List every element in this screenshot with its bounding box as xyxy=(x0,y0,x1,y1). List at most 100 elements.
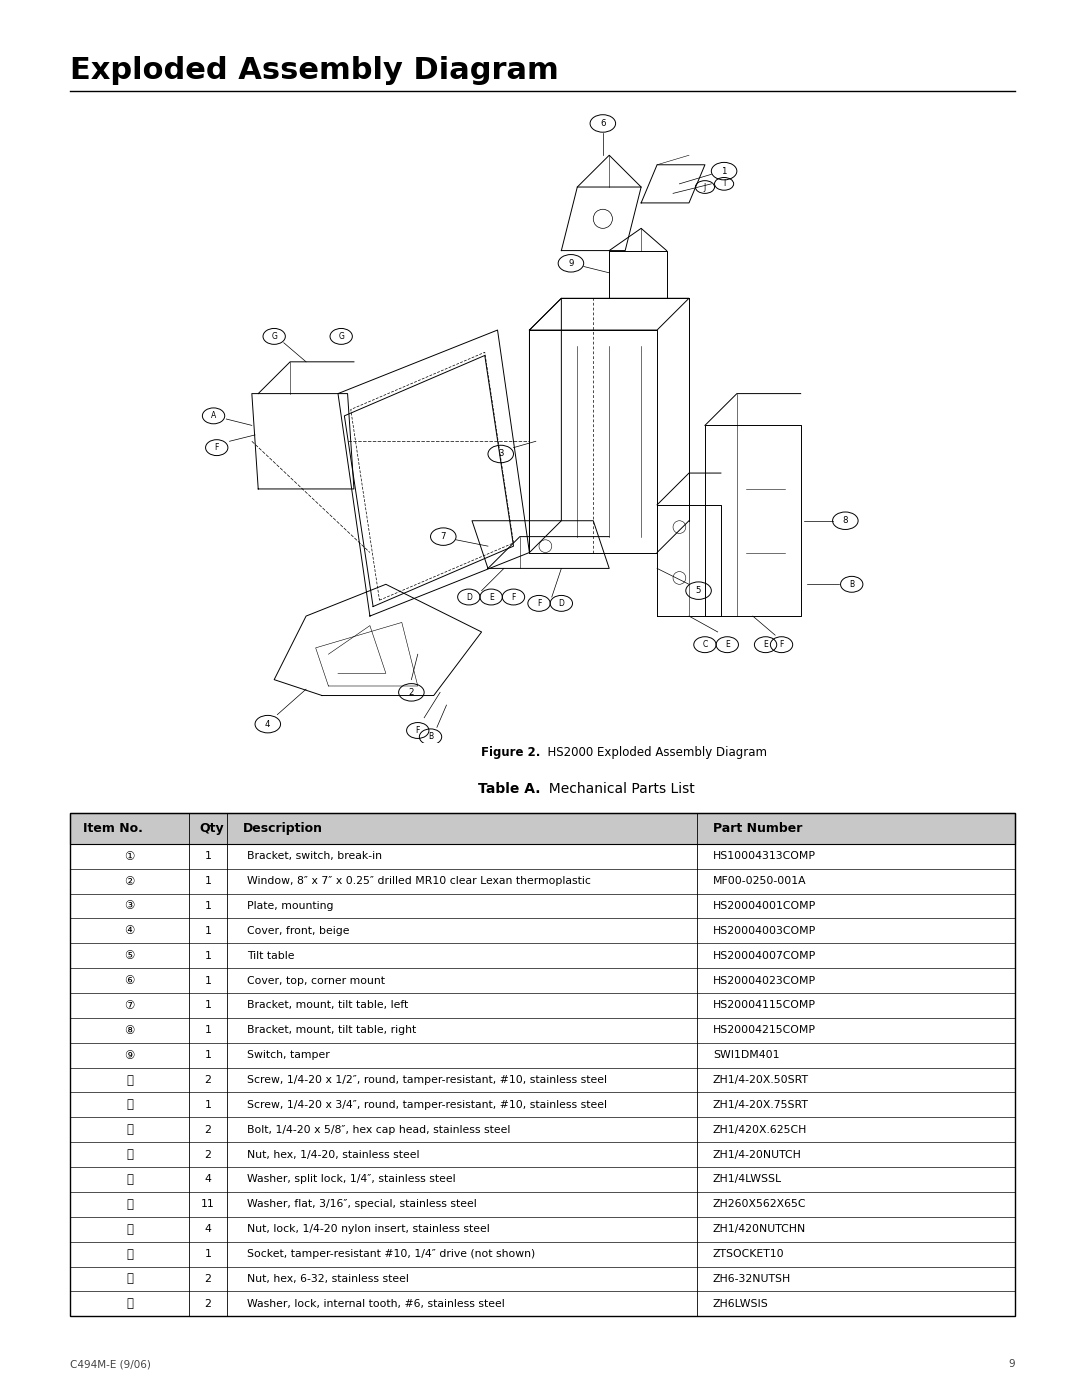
Text: Nut, lock, 1/4-20 nylon insert, stainless steel: Nut, lock, 1/4-20 nylon insert, stainles… xyxy=(247,1224,490,1234)
Text: 6: 6 xyxy=(600,119,606,129)
Text: Ⓘ: Ⓘ xyxy=(126,1273,133,1285)
Text: 1: 1 xyxy=(204,901,212,911)
Text: 9: 9 xyxy=(1009,1359,1015,1369)
Text: 1: 1 xyxy=(204,1249,212,1259)
Text: ZH260X562X65C: ZH260X562X65C xyxy=(713,1200,807,1210)
Text: Item No.: Item No. xyxy=(83,821,143,835)
FancyBboxPatch shape xyxy=(70,1143,1015,1166)
Text: Switch, tamper: Switch, tamper xyxy=(247,1051,330,1060)
Text: MF00-0250-001A: MF00-0250-001A xyxy=(713,876,807,886)
Text: Screw, 1/4-20 x 1/2″, round, tamper-resistant, #10, stainless steel: Screw, 1/4-20 x 1/2″, round, tamper-resi… xyxy=(247,1076,607,1085)
Text: ZH6-32NUTSH: ZH6-32NUTSH xyxy=(713,1274,791,1284)
Text: ZTSOCKET10: ZTSOCKET10 xyxy=(713,1249,784,1259)
Text: G: G xyxy=(271,332,278,341)
Text: 4: 4 xyxy=(204,1175,212,1185)
Text: G: G xyxy=(338,332,345,341)
FancyBboxPatch shape xyxy=(70,813,1015,844)
Text: HS2000 Exploded Assembly Diagram: HS2000 Exploded Assembly Diagram xyxy=(540,746,767,759)
Text: Cover, front, beige: Cover, front, beige xyxy=(247,926,350,936)
Text: HS20004215COMP: HS20004215COMP xyxy=(713,1025,815,1035)
Text: Bracket, switch, break-in: Bracket, switch, break-in xyxy=(247,851,382,861)
Text: C: C xyxy=(702,640,707,650)
Text: Ⓒ: Ⓒ xyxy=(126,1123,133,1136)
Text: 11: 11 xyxy=(201,1200,215,1210)
Text: Ⓕ: Ⓕ xyxy=(126,1197,133,1211)
Text: F: F xyxy=(511,592,515,602)
Text: HS20004023COMP: HS20004023COMP xyxy=(713,975,815,985)
Text: 2: 2 xyxy=(204,1150,212,1160)
Text: 7: 7 xyxy=(441,532,446,541)
FancyBboxPatch shape xyxy=(70,1267,1015,1291)
Text: Ⓐ: Ⓐ xyxy=(126,1073,133,1087)
Text: D: D xyxy=(465,592,472,602)
Text: Washer, lock, internal tooth, #6, stainless steel: Washer, lock, internal tooth, #6, stainl… xyxy=(247,1299,505,1309)
FancyBboxPatch shape xyxy=(70,1092,1015,1118)
Text: 1: 1 xyxy=(204,951,212,961)
Text: ZH1/4-20X.50SRT: ZH1/4-20X.50SRT xyxy=(713,1076,809,1085)
Text: 3: 3 xyxy=(498,450,503,458)
Text: ZH1/420NUTCHN: ZH1/420NUTCHN xyxy=(713,1224,806,1234)
Text: HS20004007COMP: HS20004007COMP xyxy=(713,951,816,961)
Text: Qty: Qty xyxy=(200,821,225,835)
Text: F: F xyxy=(416,726,420,735)
Text: F: F xyxy=(215,443,219,453)
Text: Table A.: Table A. xyxy=(477,782,540,796)
FancyBboxPatch shape xyxy=(70,1118,1015,1143)
Text: 2: 2 xyxy=(204,1299,212,1309)
Text: Window, 8″ x 7″ x 0.25″ drilled MR10 clear Lexan thermoplastic: Window, 8″ x 7″ x 0.25″ drilled MR10 cle… xyxy=(247,876,591,886)
Text: F: F xyxy=(537,599,541,608)
Text: I: I xyxy=(723,179,725,189)
Text: ②: ② xyxy=(124,875,135,887)
FancyBboxPatch shape xyxy=(70,844,1015,869)
Text: Part Number: Part Number xyxy=(713,821,802,835)
Text: D: D xyxy=(558,599,564,608)
Text: Bracket, mount, tilt table, left: Bracket, mount, tilt table, left xyxy=(247,1000,408,1010)
Text: 1: 1 xyxy=(204,851,212,861)
Text: Washer, split lock, 1/4″, stainless steel: Washer, split lock, 1/4″, stainless stee… xyxy=(247,1175,456,1185)
FancyBboxPatch shape xyxy=(70,1042,1015,1067)
Text: HS20004001COMP: HS20004001COMP xyxy=(713,901,816,911)
Text: ⑤: ⑤ xyxy=(124,949,135,963)
Text: 8: 8 xyxy=(842,517,848,525)
FancyBboxPatch shape xyxy=(70,1192,1015,1217)
FancyBboxPatch shape xyxy=(70,1242,1015,1267)
Text: 1: 1 xyxy=(204,926,212,936)
Text: 1: 1 xyxy=(204,1099,212,1109)
Text: 1: 1 xyxy=(204,876,212,886)
Text: 2: 2 xyxy=(408,687,414,697)
Text: ③: ③ xyxy=(124,900,135,912)
FancyBboxPatch shape xyxy=(70,1291,1015,1316)
Text: Figure 2.: Figure 2. xyxy=(481,746,540,759)
Text: F: F xyxy=(780,640,784,650)
Text: Exploded Assembly Diagram: Exploded Assembly Diagram xyxy=(70,56,559,85)
Text: Nut, hex, 1/4-20, stainless steel: Nut, hex, 1/4-20, stainless steel xyxy=(247,1150,420,1160)
Text: Ⓓ: Ⓓ xyxy=(126,1148,133,1161)
Text: Ⓗ: Ⓗ xyxy=(126,1248,133,1260)
Text: HS20004003COMP: HS20004003COMP xyxy=(713,926,816,936)
FancyBboxPatch shape xyxy=(70,1018,1015,1042)
FancyBboxPatch shape xyxy=(70,894,1015,918)
Text: Ⓙ: Ⓙ xyxy=(126,1298,133,1310)
Text: Ⓖ: Ⓖ xyxy=(126,1222,133,1236)
Text: E: E xyxy=(489,592,494,602)
Text: B: B xyxy=(849,580,854,588)
Text: Ⓑ: Ⓑ xyxy=(126,1098,133,1112)
Text: SWI1DM401: SWI1DM401 xyxy=(713,1051,780,1060)
Text: Plate, mounting: Plate, mounting xyxy=(247,901,334,911)
Text: Tilt table: Tilt table xyxy=(247,951,295,961)
Text: 2: 2 xyxy=(204,1274,212,1284)
Text: ④: ④ xyxy=(124,925,135,937)
FancyBboxPatch shape xyxy=(70,1166,1015,1192)
FancyBboxPatch shape xyxy=(70,968,1015,993)
Text: Bracket, mount, tilt table, right: Bracket, mount, tilt table, right xyxy=(247,1025,417,1035)
Text: 2: 2 xyxy=(204,1076,212,1085)
FancyBboxPatch shape xyxy=(70,1067,1015,1092)
FancyBboxPatch shape xyxy=(70,918,1015,943)
Text: ⑥: ⑥ xyxy=(124,974,135,988)
Text: HS20004115COMP: HS20004115COMP xyxy=(713,1000,815,1010)
Text: Mechanical Parts List: Mechanical Parts List xyxy=(540,782,694,796)
Text: ZH1/4-20NUTCH: ZH1/4-20NUTCH xyxy=(713,1150,801,1160)
Text: Bolt, 1/4-20 x 5/8″, hex cap head, stainless steel: Bolt, 1/4-20 x 5/8″, hex cap head, stain… xyxy=(247,1125,511,1134)
Text: 1: 1 xyxy=(204,975,212,985)
Text: Screw, 1/4-20 x 3/4″, round, tamper-resistant, #10, stainless steel: Screw, 1/4-20 x 3/4″, round, tamper-resi… xyxy=(247,1099,607,1109)
